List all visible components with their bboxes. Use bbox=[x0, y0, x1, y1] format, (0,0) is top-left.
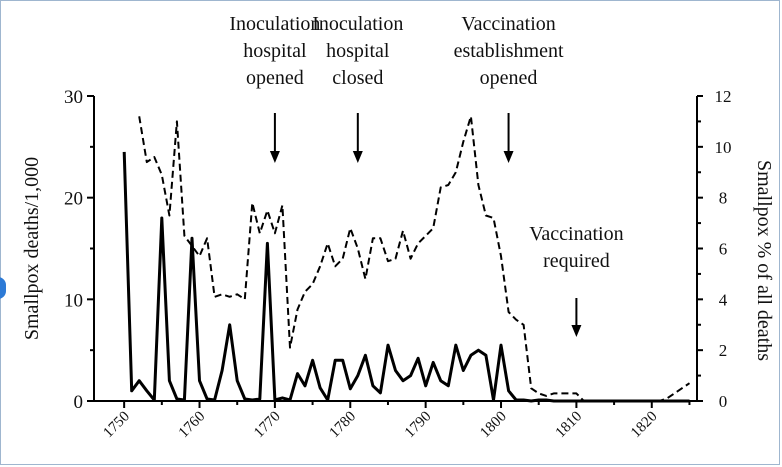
annotation-text-line: hospital bbox=[243, 40, 307, 62]
annotation-text-line: Vaccination bbox=[461, 13, 555, 35]
annotation-text-line: closed bbox=[332, 67, 383, 89]
right-tick-label-6: 12 bbox=[715, 87, 732, 106]
annotation-text-line: Vaccination bbox=[529, 223, 623, 245]
annotation-text-line: Inoculation bbox=[229, 13, 320, 35]
arrow-head bbox=[269, 151, 280, 163]
annotation-inoc-opened: Inoculation hospital opened bbox=[229, 13, 320, 163]
page-edge-marker bbox=[0, 277, 6, 299]
annotation-text-line: opened bbox=[246, 67, 304, 89]
annotation-text-line: hospital bbox=[326, 40, 390, 62]
x-tick-label-3: 1780 bbox=[327, 409, 360, 442]
x-tick-label-6: 1810 bbox=[553, 409, 586, 442]
arrow-head bbox=[571, 325, 582, 337]
right-tick-label-2: 4 bbox=[719, 290, 728, 309]
right-axis-title: Smallpox % of all deaths bbox=[753, 160, 775, 361]
percent-deaths-line bbox=[138, 115, 691, 402]
annotation-text-line: Inoculation bbox=[312, 13, 403, 35]
arrow-head bbox=[503, 151, 514, 163]
left-tick-label-2: 20 bbox=[64, 189, 83, 210]
x-tick-label-2: 1770 bbox=[251, 409, 284, 442]
x-tick-label-7: 1820 bbox=[628, 409, 661, 442]
right-tick-label-4: 8 bbox=[719, 189, 728, 208]
right-tick-label-3: 6 bbox=[719, 240, 728, 259]
annotation-inoc-closed: Inoculation hospital closed bbox=[312, 13, 403, 163]
annotation-text-line: opened bbox=[480, 67, 538, 89]
arrow-head bbox=[352, 151, 363, 163]
x-tick-label-0: 1750 bbox=[100, 409, 133, 442]
right-tick-label-0: 0 bbox=[719, 392, 728, 411]
x-tick-label-4: 1790 bbox=[402, 409, 435, 442]
left-tick-label-0: 0 bbox=[74, 392, 84, 413]
left-tick-label-3: 30 bbox=[64, 87, 83, 108]
annotation-text-line: establishment bbox=[454, 40, 564, 62]
left-axis-title: Smallpox deaths/1,000 bbox=[21, 157, 43, 340]
x-tick-label-1: 1760 bbox=[176, 409, 209, 442]
right-tick-label-5: 10 bbox=[715, 138, 732, 157]
annotation-vacc-req: Vaccination required bbox=[529, 223, 624, 337]
right-tick-label-1: 2 bbox=[719, 341, 728, 360]
annotation-text-line: required bbox=[543, 250, 610, 272]
series-group bbox=[122, 115, 691, 403]
annotation-vacc-est: Vaccination establishment opened bbox=[454, 13, 564, 163]
x-tick-label-5: 1800 bbox=[477, 409, 510, 442]
deaths-per-thousand-line bbox=[122, 151, 690, 403]
annotations-group: InoculationhospitalopenedInoculationhosp… bbox=[229, 13, 624, 337]
left-tick-label-1: 10 bbox=[64, 290, 83, 311]
